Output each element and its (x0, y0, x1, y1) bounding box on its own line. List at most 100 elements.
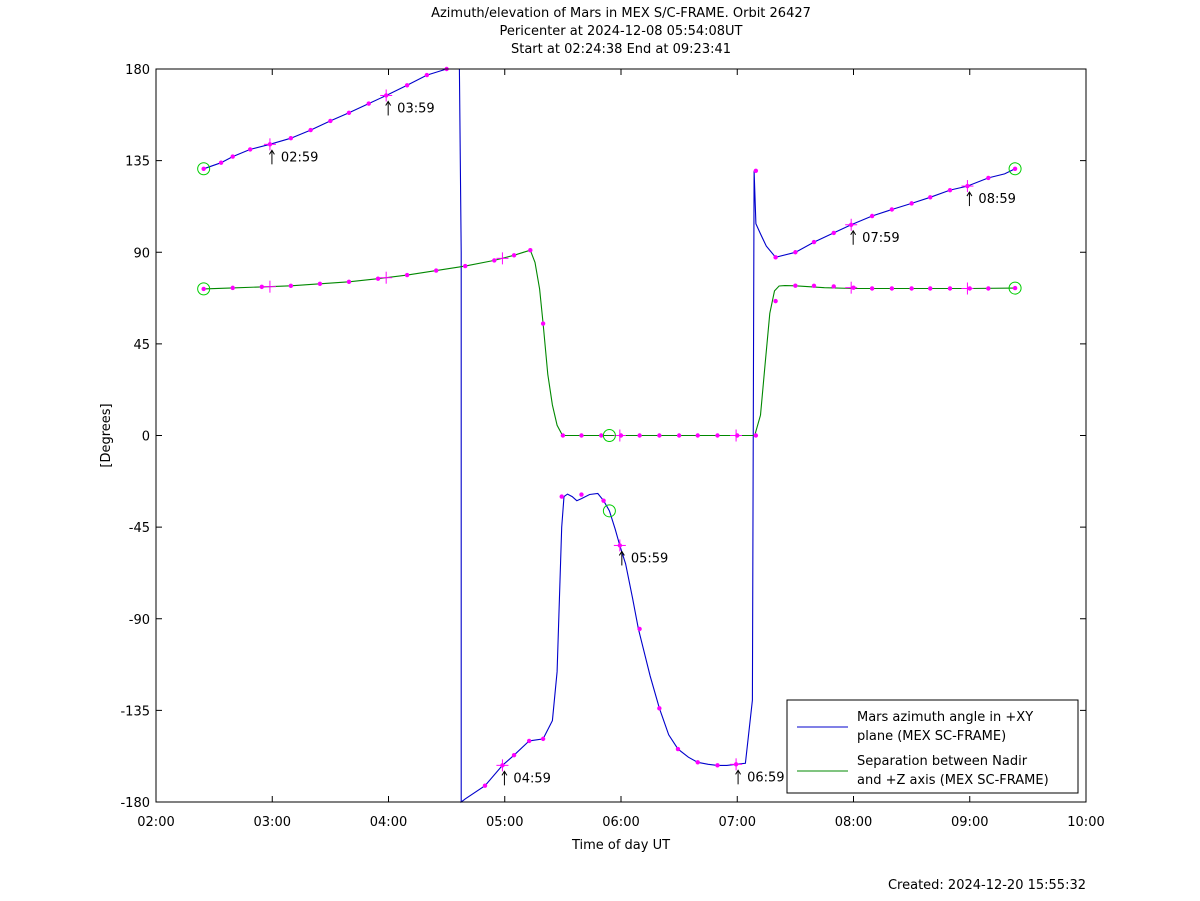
separation-point (579, 433, 584, 438)
separation-point (259, 284, 264, 290)
separation-point (511, 253, 517, 258)
separation-point (433, 268, 439, 273)
y-tick-label: 45 (133, 338, 150, 353)
circle-marker (197, 162, 211, 176)
separation-point (986, 286, 991, 291)
azimuth-point (218, 160, 224, 165)
azimuth-point (637, 626, 642, 632)
azimuth-point (773, 255, 778, 260)
separation-point (346, 279, 352, 284)
hour-arrow-head (385, 100, 392, 106)
azimuth-point (986, 175, 991, 181)
azimuth-point (793, 250, 798, 255)
azimuth-point (928, 195, 933, 200)
azimuth-point (308, 127, 313, 133)
separation-point (869, 286, 875, 291)
azimuth-point (482, 783, 488, 788)
circle-marker (1008, 162, 1022, 176)
series-lines (203, 68, 1016, 804)
x-tick-label: 04:00 (370, 815, 407, 830)
y-tick-label: -45 (129, 521, 150, 536)
hour-arrow-head (501, 770, 508, 776)
azimuth-point (328, 118, 333, 124)
azimuth-point (424, 72, 430, 78)
separation-point (657, 433, 662, 438)
separation-point (560, 433, 566, 438)
azimuth-point (831, 230, 836, 236)
y-tick-label: 180 (125, 63, 150, 78)
separation-point (288, 283, 294, 289)
azimuth-point (909, 201, 914, 206)
axes: 02:00 03:00 04:00 05:00 06:00 07:00 08:00 09:00… (120, 63, 1104, 830)
hour-arrow-head (618, 550, 625, 556)
azimuth-point (366, 101, 371, 106)
azimuth-point (657, 706, 662, 711)
separation-point (463, 263, 468, 269)
separation-point (695, 433, 700, 438)
x-tick-label: 06:00 (602, 815, 639, 830)
separation-point (773, 298, 778, 304)
circle-marker (602, 429, 616, 442)
separation-point (528, 248, 533, 253)
legend-label: Separation between Nadir (857, 754, 1028, 769)
azimuth-point (715, 763, 720, 768)
y-tick-label: 135 (125, 155, 150, 170)
separation-point (676, 433, 682, 438)
azimuth-point (540, 736, 546, 742)
separation-point (753, 433, 759, 438)
separation-point (404, 272, 410, 278)
separation-point (637, 433, 642, 438)
circle-marker (602, 504, 616, 518)
azimuth-point (579, 492, 584, 497)
x-tick-label: 05:00 (486, 815, 523, 830)
azimuth-point (230, 154, 235, 159)
azimuth-point (346, 110, 352, 115)
chart-title: Azimuth/elevation of Mars in MEX S/C-FRA… (431, 6, 811, 57)
separation-point (793, 283, 798, 288)
separation-line (203, 249, 1016, 437)
azimuth-point (559, 494, 564, 499)
data-markers (201, 66, 1018, 788)
title-line: Pericenter at 2024-12-08 05:54:08UT (499, 24, 742, 39)
separation-point (831, 284, 836, 289)
x-axis-label: Time of day UT (571, 838, 670, 853)
azimuth-point (811, 239, 817, 245)
y-tick-label: -135 (120, 704, 150, 719)
separation-point (375, 276, 381, 281)
azimuth-point (869, 213, 875, 219)
azimuth-line (203, 68, 1016, 804)
circle-marker (1008, 281, 1022, 295)
separation-point (230, 285, 235, 291)
azimuth-point (511, 752, 517, 758)
y-tick-label: 0 (142, 430, 150, 445)
separation-point (599, 433, 604, 438)
hour-markers: 02:59 03:59 04:59 05:59 06:59 07:59 08:59 (263, 89, 1016, 786)
x-tick-label: 07:00 (719, 815, 756, 830)
legend-box (786, 699, 1079, 794)
separation-point (715, 433, 720, 438)
separation-point (909, 286, 914, 291)
azimuth-point (675, 746, 681, 752)
azimuth-point (889, 207, 895, 212)
y-tick-label: -90 (129, 613, 150, 628)
y-tick-label: -180 (120, 796, 150, 811)
azimuth-point (947, 187, 953, 193)
legend-label: plane (MEX SC-FRAME) (857, 729, 1006, 744)
circle-markers (197, 162, 1022, 518)
separation-point (317, 281, 323, 287)
azimuth-point (247, 147, 253, 152)
separation-point (947, 286, 953, 291)
separation-point (492, 258, 497, 263)
hour-arrow-head (269, 149, 275, 155)
hour-label: 08:59 (978, 192, 1015, 207)
created-timestamp: Created: 2024-12-20 15:55:32 (888, 878, 1086, 893)
hour-label: 07:59 (862, 231, 899, 246)
azimuth-point (601, 498, 606, 503)
hour-arrow-head (850, 229, 857, 236)
legend: Mars azimuth angle in +XY plane (MEX SC-F… (786, 699, 1079, 794)
separation-point (811, 283, 817, 289)
title-line: Azimuth/elevation of Mars in MEX S/C-FRA… (431, 6, 811, 21)
x-tick-label: 02:00 (137, 815, 174, 830)
hour-label: 05:59 (631, 551, 668, 566)
